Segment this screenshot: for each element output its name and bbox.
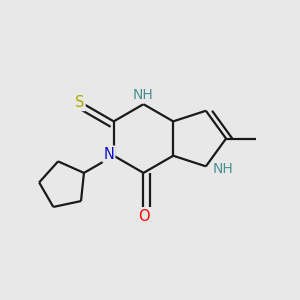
Text: NH: NH: [133, 88, 154, 102]
Text: NH: NH: [212, 162, 233, 176]
Text: S: S: [75, 95, 85, 110]
Text: O: O: [138, 209, 149, 224]
Text: N: N: [103, 147, 114, 162]
